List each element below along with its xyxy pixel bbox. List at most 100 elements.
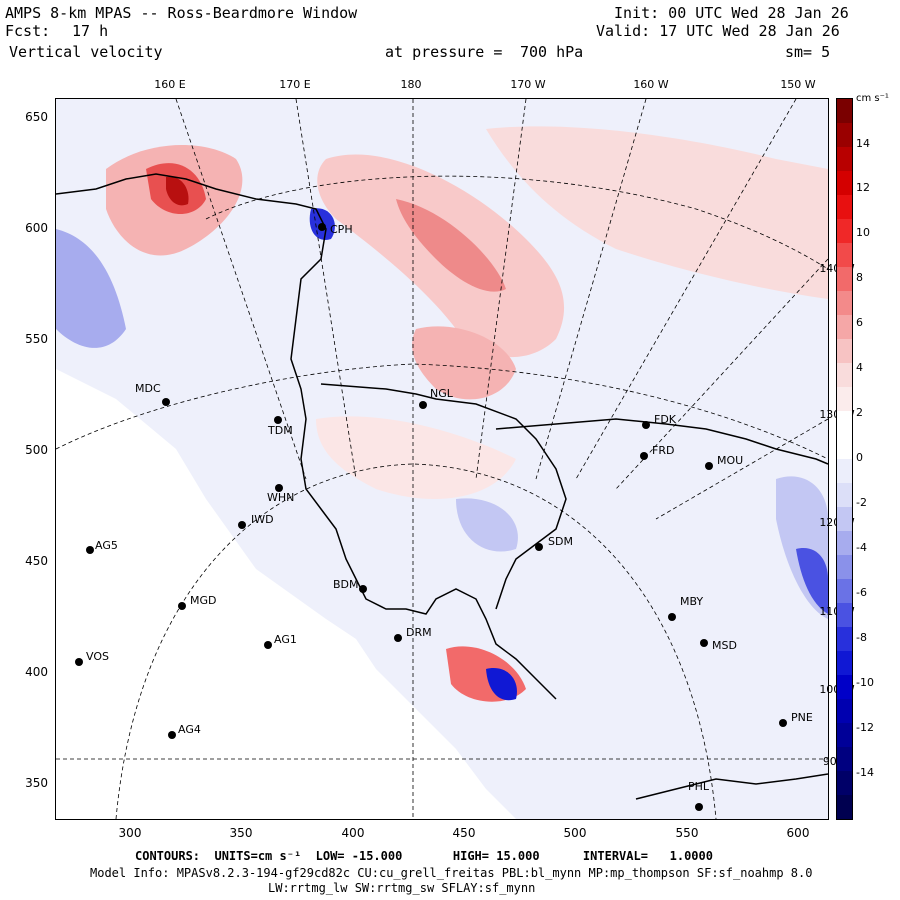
station-marker [668, 613, 676, 621]
y-tick-600: 600 [25, 221, 48, 235]
meridian-140w [615, 258, 828, 490]
station-label: FDK [654, 413, 677, 426]
coastline-west [56, 173, 557, 700]
station-marker [419, 401, 427, 409]
station-marker [318, 223, 326, 231]
init-time: Init: 00 UTC Wed 28 Jan 26 [614, 4, 849, 22]
colorbar-segment [837, 363, 852, 387]
downdraft-core-east [796, 548, 828, 614]
station-label: NGL [430, 387, 453, 400]
level-label: at pressure = [385, 43, 503, 61]
station-label: BDM [333, 578, 359, 591]
colorbar-label: 12 [856, 181, 870, 194]
colorbar-segment [837, 339, 852, 363]
model-info-line1: Model Info: MPASv8.2.3-194-gf29cd82c CU:… [90, 866, 813, 880]
colorbar-segment [837, 603, 852, 627]
lon-label-150w: 150 W [780, 78, 816, 91]
lon-label-160e: 160 E [154, 78, 186, 91]
map-panel [55, 98, 829, 820]
station-marker [238, 521, 246, 529]
meridian-150w [575, 99, 797, 480]
station-label: DRM [406, 626, 432, 639]
downdraft-region-west [56, 229, 126, 348]
station-label: PNE [791, 711, 813, 724]
weak-updraft-south [316, 416, 516, 499]
colorbar-segment [837, 699, 852, 723]
station-label: FRD [652, 444, 675, 457]
station-label: VOS [86, 650, 109, 663]
colorbar-segment [837, 123, 852, 147]
forecast-label: Fcst: [5, 22, 51, 40]
weak-updraft-region [486, 126, 828, 299]
station-marker [705, 462, 713, 470]
missing-data-region [56, 369, 516, 819]
colorbar-label: 8 [856, 271, 863, 284]
meridian-170w [475, 99, 527, 480]
station-marker [178, 602, 186, 610]
meridian-160e [175, 99, 307, 480]
map-title: AMPS 8-km MPAS -- Ross-Beardmore Window [5, 4, 358, 22]
valid-time: Valid: 17 UTC Wed 28 Jan 26 [596, 22, 840, 40]
colorbar-segment [837, 171, 852, 195]
x-tick-350: 350 [229, 826, 253, 840]
colorbar-segment [837, 579, 852, 603]
field-name: Vertical velocity [9, 43, 163, 61]
station-label: MBY [680, 595, 704, 608]
y-tick-500: 500 [25, 443, 48, 457]
y-tick-650: 650 [25, 110, 48, 124]
lon-label-170e: 170 E [279, 78, 311, 91]
parallel-north [205, 175, 828, 270]
colorbar-segment [837, 291, 852, 315]
dipole-downdraft [486, 668, 517, 701]
forecast-hour: 17 h [72, 22, 109, 40]
level-value: 700 hPa [520, 43, 584, 61]
colorbar-segment [837, 507, 852, 531]
model-info-line2: LW:rrtmg_lw SW:rrtmg_sw SFLAY:sf_mynn [268, 881, 536, 895]
station-label: PHL [688, 780, 710, 793]
colorbar-label: 6 [856, 316, 863, 329]
colorbar-label: -8 [856, 631, 867, 644]
smoothing: sm= 5 [785, 43, 831, 61]
colorbar-segment [837, 795, 852, 819]
station-marker [695, 803, 703, 811]
station-marker [394, 634, 402, 642]
colorbar-segment [837, 387, 852, 411]
meridian-130w [655, 418, 828, 520]
station-marker [535, 543, 543, 551]
colorbar-segment [837, 675, 852, 699]
station-label: MOU [717, 454, 744, 467]
colorbar-segment [837, 99, 852, 123]
station-marker [274, 416, 282, 424]
downdraft-region-central [456, 498, 518, 552]
x-tick-600: 600 [786, 826, 810, 840]
lon-label-160w: 160 W [633, 78, 669, 91]
colorbar-label: -14 [856, 766, 874, 779]
station-label: TDM [268, 424, 293, 437]
colorbar-segment [837, 267, 852, 291]
colorbar-segment [837, 651, 852, 675]
colorbar-label: -2 [856, 496, 867, 509]
colorbar-label: 2 [856, 406, 863, 419]
ice-shelf-edge [320, 383, 567, 610]
station-label: AG4 [178, 723, 201, 736]
colorbar-label: -4 [856, 541, 867, 554]
meridian-160w [535, 99, 647, 480]
colorbar-segment [837, 411, 852, 435]
colorbar-segment [837, 243, 852, 267]
coastline-east [495, 418, 828, 465]
station-marker [75, 658, 83, 666]
colorbar-label: 4 [856, 361, 863, 374]
colorbar-segment [837, 195, 852, 219]
y-tick-400: 400 [25, 665, 48, 679]
vertical-velocity-map [56, 99, 828, 819]
y-tick-550: 550 [25, 332, 48, 346]
lon-label-180: 180 [400, 78, 422, 91]
updraft-core-ross [396, 199, 506, 292]
colorbar-label: -10 [856, 676, 874, 689]
x-tick-300: 300 [118, 826, 142, 840]
colorbar-label: 14 [856, 137, 870, 150]
station-marker [642, 421, 650, 429]
contour-info: CONTOURS: UNITS=cm s⁻¹ LOW= -15.000 HIGH… [135, 849, 713, 863]
colorbar-segment [837, 315, 852, 339]
colorbar-segment [837, 459, 852, 483]
